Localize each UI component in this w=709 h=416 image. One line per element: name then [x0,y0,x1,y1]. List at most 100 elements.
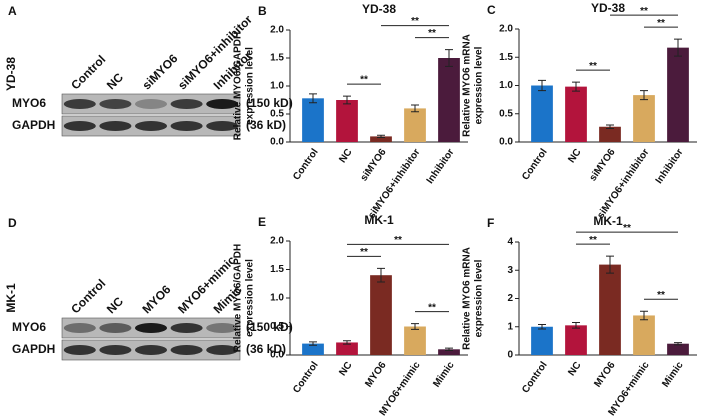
y-axis-label: Relative MYO6/GAPDH [233,32,244,140]
significance-label: ** [360,75,368,86]
error-bar [411,323,419,330]
panel-letter: D [8,216,17,230]
x-tick-label: siMYO6 [359,147,389,184]
error-bar [640,310,648,321]
row-label: MYO6 [12,96,46,110]
x-tick-label: NC [337,147,354,165]
error-bar [377,267,385,283]
bar [438,349,460,355]
y-tick-label: 0.0 [270,137,284,148]
error-bar [445,347,453,351]
band-size: (150 kD) [246,320,293,334]
bar [302,98,324,142]
chart-title: MK-1 [593,214,623,228]
bar [531,85,553,142]
bar [336,342,358,355]
band-size: (36 kD) [246,118,286,132]
blot-band [170,121,203,131]
significance-label: ** [657,18,665,29]
blot-band [206,121,239,131]
bar [667,343,689,355]
y-tick-label: 4 [507,237,513,248]
blot-band [134,99,168,109]
cell-line: YD-38 [4,57,18,91]
x-tick-label: Inhibitor [425,147,457,186]
error-bar [674,342,682,346]
lane-label: NC [104,70,126,92]
y-axis-label: expression level [474,46,485,124]
blot-band [99,121,132,131]
y-tick-label: 1.5 [499,52,513,63]
y-tick-label: 2.0 [270,236,284,247]
bar [336,100,358,142]
blot-band [170,323,203,333]
significance-label: ** [394,235,402,246]
error-bar [572,322,580,329]
blot-band [63,121,96,131]
bar [633,315,655,355]
significance-label: ** [428,302,436,313]
x-tick-label: MYO6 [592,360,618,390]
blot-band [63,323,96,333]
blot-band [99,345,132,355]
significance-label: ** [640,6,648,17]
lane-label: Control [68,276,108,316]
band-size: (150 kD) [246,96,293,110]
bar [531,326,553,355]
y-tick-label: 0.5 [270,321,284,332]
y-axis-label: Relative MYO6 mRNA [462,34,473,137]
x-tick-label: siMYO6 [588,147,618,184]
y-tick-label: 1 [507,321,513,332]
panel-letter: A [8,4,17,18]
significance-label: ** [428,28,436,39]
bar [565,325,587,355]
bar [370,275,392,355]
significance-label: ** [657,290,665,301]
error-bar [309,93,317,104]
error-bar [445,49,453,67]
x-tick-label: Control [291,147,321,183]
x-tick-label: Control [291,360,321,396]
bar [404,108,426,142]
y-tick-label: 0.5 [270,109,284,120]
significance-label: ** [411,16,419,27]
y-tick-label: 1.0 [270,293,284,304]
error-bar [640,90,648,101]
blot-band [63,345,96,355]
error-bar [377,134,385,139]
lane-label: siMYO6 [139,51,180,92]
y-axis-label: Relative MYO6/GAPDH [233,244,244,352]
bar [599,264,621,355]
blot-band [99,323,132,333]
bar [302,343,324,355]
bar [438,58,460,142]
y-tick-label: 1.0 [499,80,513,91]
significance-label: ** [589,61,597,72]
row-label: GAPDH [12,118,55,132]
x-tick-label: NC [337,360,354,378]
x-tick-label: Control [520,360,550,396]
blot-band [134,121,168,131]
y-axis-label: Relative MYO6 mRNA [462,247,473,350]
y-tick-label: 0.5 [499,108,513,119]
error-bar [309,341,317,346]
blot-band [134,323,168,333]
panel-letter: C [487,3,496,17]
panel-letter: B [258,4,267,18]
bar [565,86,587,142]
x-tick-label: Mimic [431,360,457,390]
x-tick-label: NC [566,360,583,378]
y-axis-label: expression level [474,259,485,337]
y-tick-label: 1.5 [270,264,284,275]
error-bar [674,38,682,57]
bar [404,326,426,355]
error-bar [538,323,546,330]
chart-title: YD-38 [591,1,625,15]
row-label: MYO6 [12,320,46,334]
blot-band [170,345,203,355]
error-bar [538,79,546,92]
lane-label: Control [68,52,108,92]
x-tick-label: NC [566,147,583,165]
x-tick-label: Mimic [660,360,686,390]
